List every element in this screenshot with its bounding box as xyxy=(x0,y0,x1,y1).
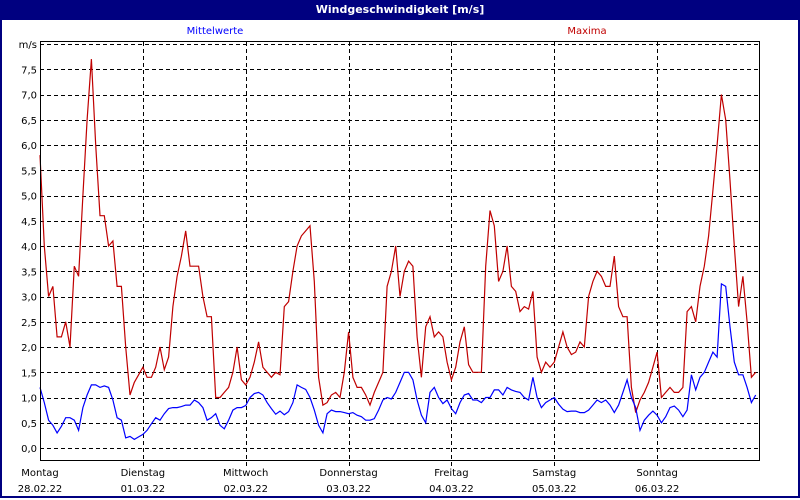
y-tick-label: 2,0 xyxy=(21,343,37,354)
y-tick-label: 2,5 xyxy=(21,318,37,329)
y-axis-unit: m/s xyxy=(19,40,37,51)
x-tick-date: 28.02.22 xyxy=(18,484,63,495)
series-line-mittelwerte xyxy=(39,282,757,441)
y-tick-label: 0,5 xyxy=(21,419,37,430)
y-tick-labels: 0,0 0,5 1,0 1,5 2,0 2,5 3,0 3,5 4,0 4,5 5,0 5,5 6,0 6… xyxy=(21,65,37,455)
x-tick-date: 01.03.22 xyxy=(121,484,166,495)
y-tick-label: 7,5 xyxy=(21,65,37,76)
y-tick-label: 4,5 xyxy=(21,217,37,228)
y-tick-label: 7,0 xyxy=(21,91,37,102)
grid-lines xyxy=(40,42,760,466)
x-tick-labels: Montag 28.02.22 Dienstag 01.03.22 Mittwoch 02… xyxy=(18,468,680,495)
x-tick-day: Montag xyxy=(21,468,58,479)
y-tick-label: 6,5 xyxy=(21,116,37,127)
x-tick-date: 06.03.22 xyxy=(635,484,680,495)
x-tick-day: Sonntag xyxy=(636,468,678,479)
x-tick-day: Donnerstag xyxy=(319,468,377,479)
y-tick-label: 4,0 xyxy=(21,242,37,253)
x-tick-day: Mittwoch xyxy=(223,468,268,479)
y-tick-label: 1,5 xyxy=(21,368,37,379)
y-tick-label: 3,5 xyxy=(21,267,37,278)
x-tick-date: 04.03.22 xyxy=(429,484,474,495)
x-tick-date: 03.03.22 xyxy=(326,484,371,495)
y-tick-label: 5,5 xyxy=(21,166,37,177)
chart-title: Windgeschwindigkeit [m/s] xyxy=(0,0,800,20)
y-tick-label: 5,0 xyxy=(21,192,37,203)
y-tick-label: 0,0 xyxy=(21,444,37,455)
legend-mittelwerte: Mittelwerte xyxy=(187,26,244,37)
plot-border xyxy=(40,41,760,461)
y-tick-label: 3,0 xyxy=(21,293,37,304)
y-tick-label: 6,0 xyxy=(21,141,37,152)
x-tick-day: Samstag xyxy=(532,468,576,479)
legend-maxima: Maxima xyxy=(567,26,606,37)
x-tick-date: 02.03.22 xyxy=(223,484,268,495)
series-lines xyxy=(39,59,757,441)
x-tick-date: 05.03.22 xyxy=(532,484,577,495)
y-tick-label: 1,0 xyxy=(21,394,37,405)
x-tick-day: Dienstag xyxy=(121,468,166,479)
x-tick-day: Freitag xyxy=(434,468,468,479)
series-line-maxima xyxy=(39,59,757,413)
